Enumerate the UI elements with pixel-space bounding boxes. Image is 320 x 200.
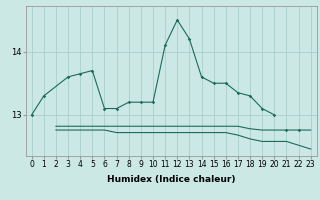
X-axis label: Humidex (Indice chaleur): Humidex (Indice chaleur) — [107, 175, 236, 184]
